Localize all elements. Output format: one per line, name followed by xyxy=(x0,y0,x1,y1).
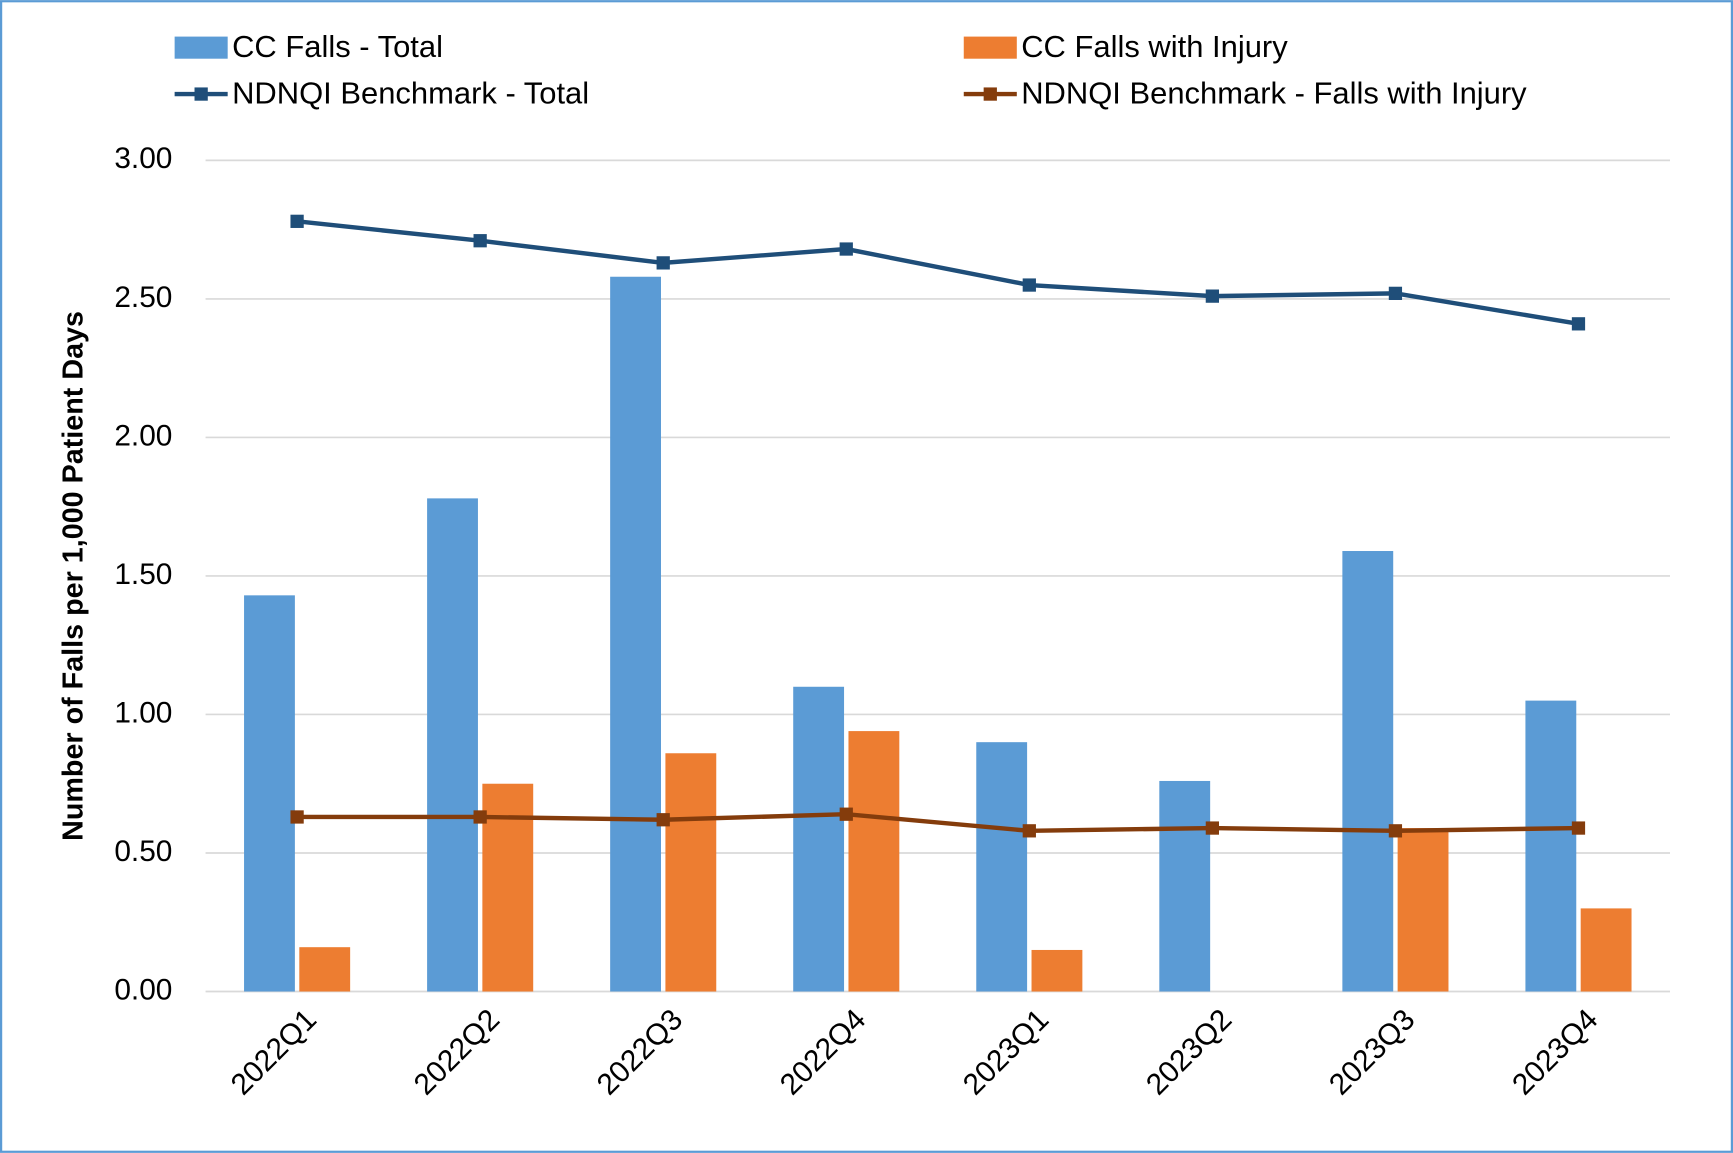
y-axis-title: Number of Falls per 1,000 Patient Days xyxy=(58,311,90,841)
line-marker xyxy=(290,810,304,824)
bar xyxy=(427,498,478,992)
y-tick-label: 0.50 xyxy=(114,835,172,868)
y-tick-label: 3.00 xyxy=(114,142,172,175)
legend-label: CC Falls - Total xyxy=(232,29,443,64)
y-tick-label: 1.00 xyxy=(114,696,172,729)
bar xyxy=(793,686,845,992)
line-marker xyxy=(1388,286,1403,300)
line-marker xyxy=(290,214,304,228)
line-marker xyxy=(1205,821,1219,835)
y-tick-label: 2.50 xyxy=(114,281,172,314)
line-marker xyxy=(473,810,487,824)
bar xyxy=(1031,949,1083,992)
bar xyxy=(610,276,661,992)
line-marker xyxy=(1022,824,1036,838)
bar xyxy=(244,595,295,992)
line-marker xyxy=(656,256,670,270)
line-marker xyxy=(1571,317,1586,331)
line-marker xyxy=(1571,821,1586,835)
legend-label: CC Falls with Injury xyxy=(1021,29,1288,64)
bar xyxy=(1342,551,1394,992)
line xyxy=(297,811,1579,834)
legend-swatch xyxy=(983,87,997,101)
bar xyxy=(1397,828,1449,992)
line-marker xyxy=(839,807,853,821)
bar xyxy=(482,783,534,992)
line xyxy=(296,219,1579,327)
y-tick-label: 2.00 xyxy=(114,419,172,452)
legend-label: NDNQI Benchmark - Total xyxy=(232,75,589,110)
bar xyxy=(976,742,1028,992)
bar xyxy=(665,753,717,992)
y-tick-label: 0.00 xyxy=(114,973,172,1006)
y-tick-label: 1.50 xyxy=(114,558,172,591)
bar xyxy=(1580,908,1632,992)
legend-swatch xyxy=(174,36,228,59)
line-marker xyxy=(656,813,670,827)
bar xyxy=(1525,700,1577,992)
line-marker xyxy=(839,242,853,256)
bar xyxy=(848,731,900,992)
line-marker xyxy=(473,234,487,248)
line-marker xyxy=(1205,289,1219,303)
line-marker xyxy=(1388,824,1403,838)
legend-swatch xyxy=(194,87,208,101)
legend-label: NDNQI Benchmark - Falls with Injury xyxy=(1021,75,1527,110)
legend-swatch xyxy=(963,36,1017,59)
bar xyxy=(1159,780,1211,992)
line-marker xyxy=(1022,278,1036,292)
bar xyxy=(299,947,351,992)
